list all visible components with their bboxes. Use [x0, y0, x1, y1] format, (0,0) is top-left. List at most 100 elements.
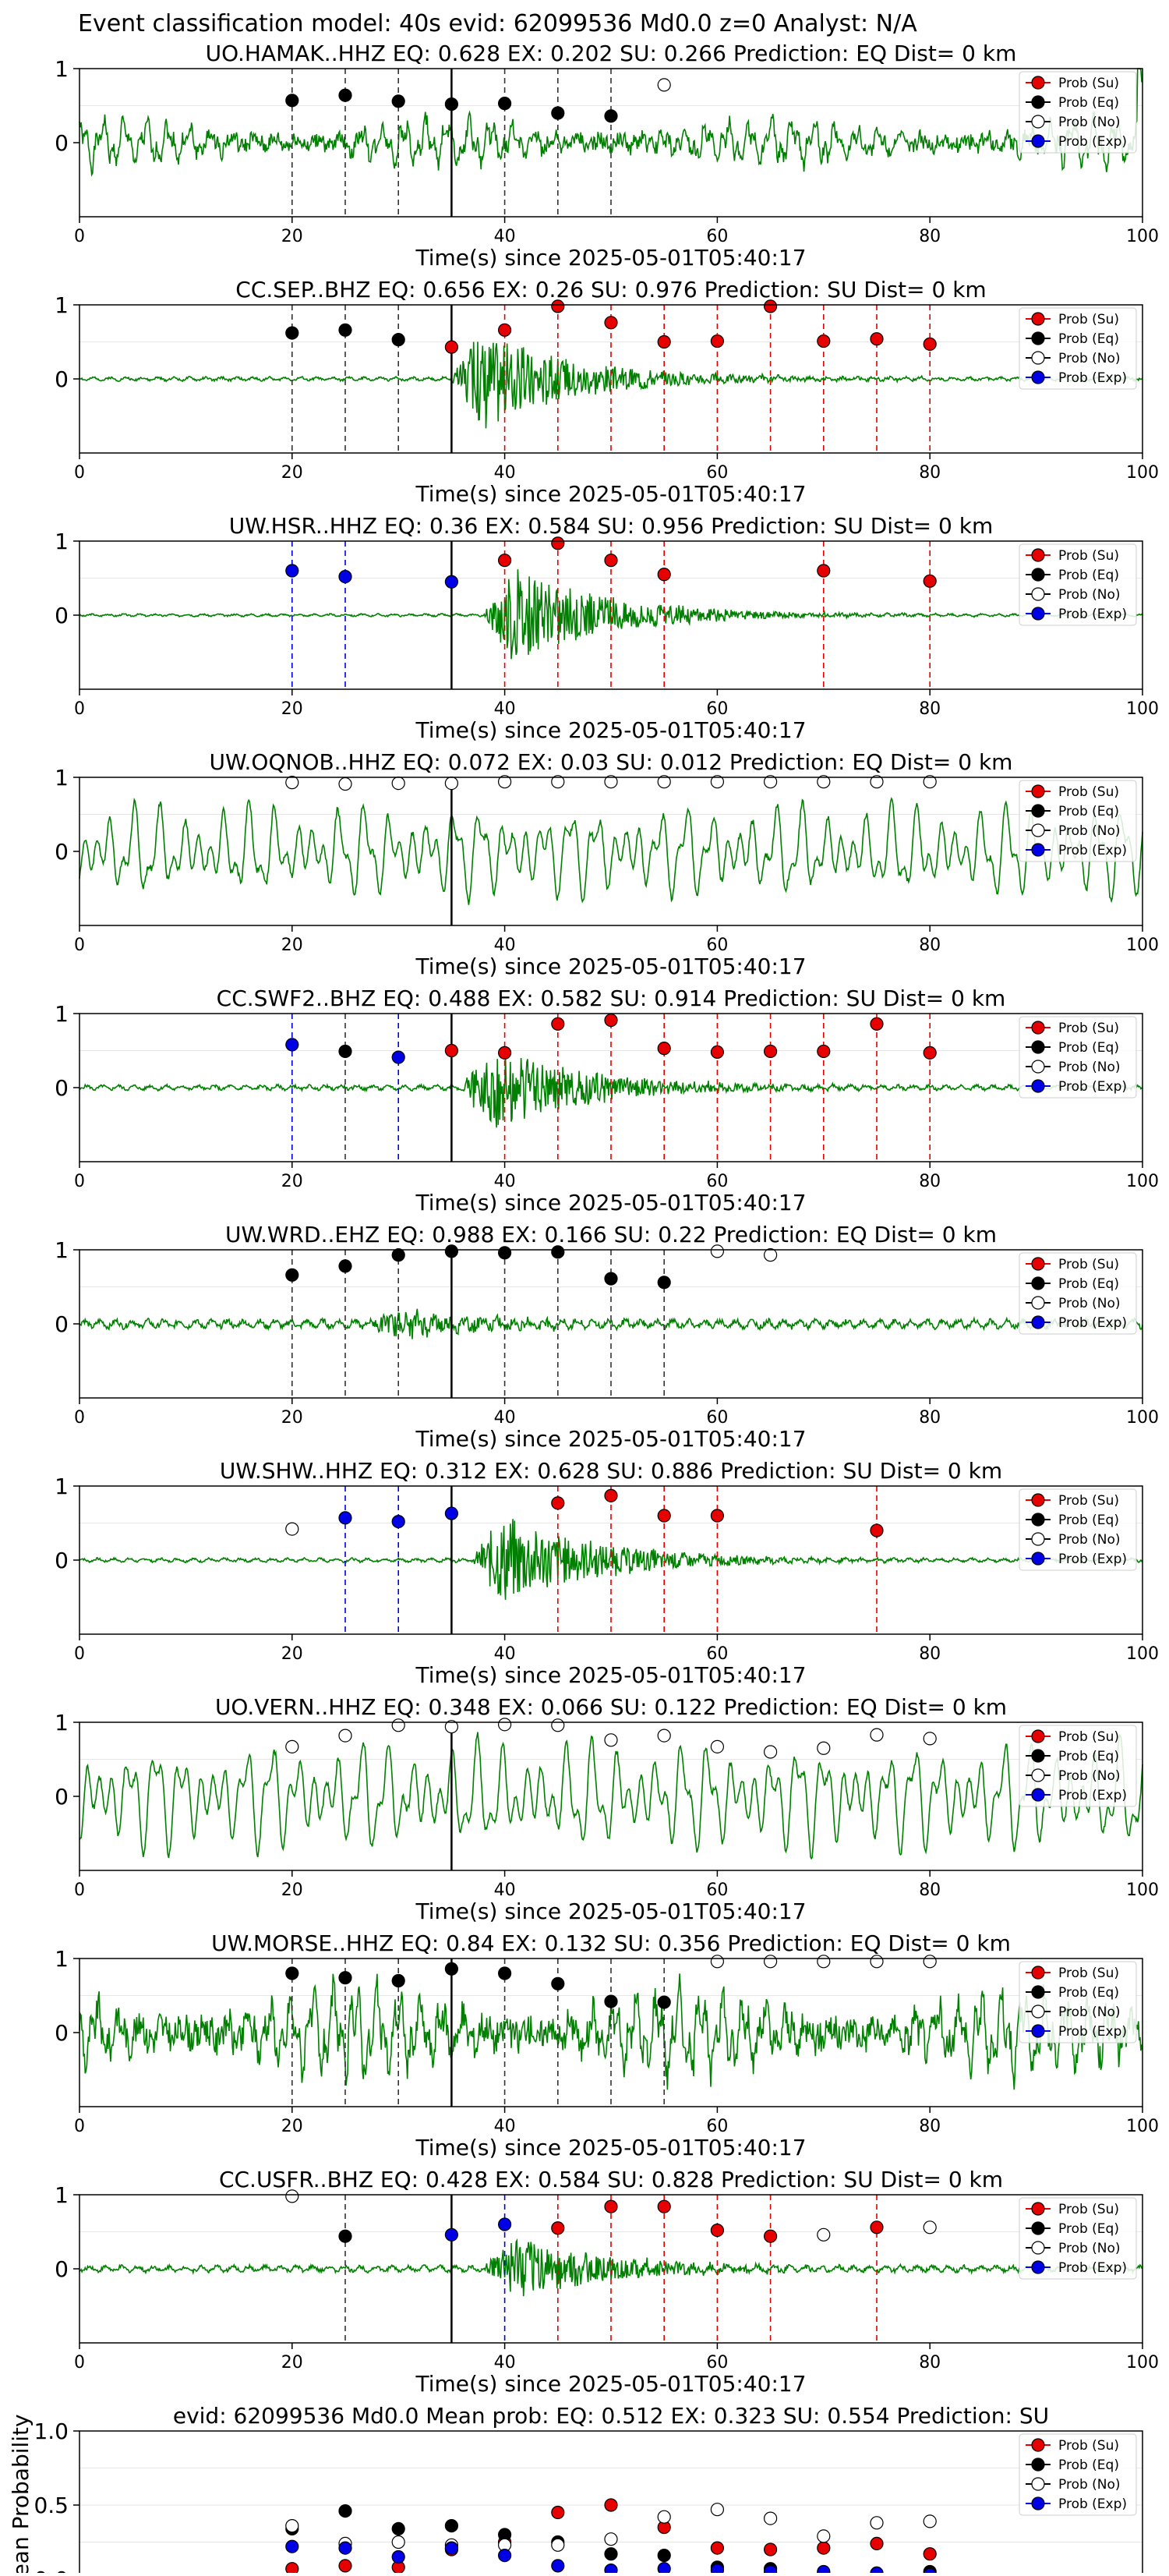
legend-label-no: Prob (No): [1058, 2241, 1121, 2256]
prob-point-su: [923, 1046, 937, 1060]
legend-label-eq: Prob (Eq): [1058, 804, 1119, 819]
prob-point-su: [604, 554, 618, 568]
panel-title: UW.WRD..EHZ EQ: 0.988 EX: 0.166 SU: 0.22…: [225, 1222, 997, 1247]
mean-point-ex: [870, 2566, 884, 2576]
legend-label-eq: Prob (Eq): [1058, 2221, 1119, 2237]
prob-point-su: [551, 1496, 565, 1510]
prob-point-no: [763, 1745, 778, 1759]
legend-label-eq: Prob (Eq): [1058, 1513, 1119, 1528]
prob-point-su: [657, 2199, 671, 2213]
legend-label-eq: Prob (Eq): [1058, 1040, 1119, 1056]
legend-label-ex: Prob (Exp): [1058, 2024, 1127, 2040]
prob-point-su: [710, 334, 725, 349]
prob-point-su: [923, 574, 937, 588]
station-panel-5: CC.SWF2..BHZ EQ: 0.488 EX: 0.582 SU: 0.9…: [55, 985, 1159, 1215]
x-tick-label: 40: [494, 1644, 516, 1664]
prob-point-su: [497, 554, 512, 568]
prob-point-eq: [604, 1994, 618, 2008]
x-tick-label: 80: [919, 2117, 941, 2136]
waveform-trace: [79, 569, 1143, 660]
prob-point-su: [870, 1017, 884, 1031]
mean-point-su: [710, 2541, 725, 2555]
legend-marker-su: [1031, 1257, 1045, 1271]
legend-marker-no: [1031, 2241, 1045, 2255]
mean-point-ex: [391, 2549, 405, 2564]
legend-label-no: Prob (No): [1058, 2005, 1121, 2020]
prob-point-no: [657, 78, 671, 92]
x-tick-label: 0: [74, 1881, 85, 1900]
prob-point-eq: [338, 1971, 352, 1985]
x-axis-label: Time(s) since 2025-05-01T05:40:17: [415, 1426, 806, 1452]
legend-label-ex: Prob (Exp): [1058, 1315, 1127, 1331]
mean-point-no: [551, 2538, 565, 2552]
x-axis-label: Time(s) since 2025-05-01T05:40:17: [415, 1190, 806, 1215]
x-axis-label: Time(s) since 2025-05-01T05:40:17: [415, 1898, 806, 1924]
prob-point-no: [817, 775, 831, 789]
prob-point-su: [817, 334, 831, 349]
legend-label-ex: Prob (Exp): [1058, 843, 1127, 858]
mean-point-eq: [657, 2549, 671, 2563]
legend-marker-no: [1031, 1532, 1045, 1546]
prob-point-no: [710, 1244, 725, 1258]
x-axis-label: Time(s) since 2025-05-01T05:40:17: [415, 1662, 806, 1688]
station-panel-2: CC.SEP..BHZ EQ: 0.656 EX: 0.26 SU: 0.976…: [55, 277, 1159, 507]
legend-marker-ex: [1031, 2260, 1045, 2274]
y-tick-label: 1: [55, 1946, 69, 1972]
legend-label-ex: Prob (Exp): [1058, 607, 1127, 622]
legend-marker-eq: [1031, 1513, 1045, 1527]
prob-point-eq: [551, 106, 565, 120]
prob-point-eq: [391, 333, 405, 347]
prob-point-eq: [391, 94, 405, 108]
x-tick-label: 60: [706, 1408, 728, 1428]
mean-point-su: [338, 2559, 352, 2573]
mean-point-su: [285, 2562, 299, 2576]
x-tick-label: 80: [919, 1644, 941, 1664]
prob-point-su: [817, 1044, 831, 1059]
legend-marker-su: [1031, 2202, 1045, 2216]
waveform-trace: [79, 341, 1143, 429]
prob-point-no: [817, 2227, 831, 2242]
legend-marker-su: [1031, 1966, 1045, 1980]
x-tick-label: 60: [706, 2117, 728, 2136]
x-axis-label: Time(s) since 2025-05-01T05:40:17: [415, 245, 806, 271]
legend-marker-su: [1031, 784, 1045, 798]
mean-point-ex: [444, 2541, 459, 2555]
legend-label-eq: Prob (Eq): [1058, 331, 1119, 347]
x-tick-label: 80: [919, 1172, 941, 1191]
prob-point-ex: [285, 564, 299, 578]
x-tick-label: 0: [74, 936, 85, 955]
x-tick-label: 40: [494, 227, 516, 246]
station-panel-8: UO.VERN..HHZ EQ: 0.348 EX: 0.066 SU: 0.1…: [55, 1694, 1159, 1924]
prob-point-no: [285, 776, 299, 790]
prob-point-ex: [391, 1514, 405, 1529]
x-tick-label: 20: [281, 1644, 303, 1664]
prob-point-no: [710, 1739, 725, 1753]
prob-point-no: [870, 775, 884, 789]
panel-title: CC.SWF2..BHZ EQ: 0.488 EX: 0.582 SU: 0.9…: [217, 985, 1006, 1011]
x-tick-label: 20: [281, 1881, 303, 1900]
x-tick-label: 100: [1126, 699, 1159, 719]
legend-marker-no: [1031, 351, 1045, 365]
prob-point-no: [710, 1955, 725, 1969]
y-tick-label: 1: [55, 292, 69, 318]
prob-point-no: [285, 2189, 299, 2203]
y-tick-label: 1: [55, 2182, 69, 2208]
x-tick-label: 0: [74, 2117, 85, 2136]
prob-point-su: [551, 536, 565, 550]
prob-point-eq: [338, 323, 352, 337]
mean-point-ex: [657, 2562, 671, 2576]
legend-marker-eq: [1031, 2457, 1045, 2472]
prob-point-su: [710, 1509, 725, 1523]
prob-point-su: [604, 316, 618, 330]
panel-title: UW.SHW..HHZ EQ: 0.312 EX: 0.628 SU: 0.88…: [220, 1458, 1002, 1484]
legend-box: [1019, 2433, 1137, 2516]
prob-point-no: [551, 775, 565, 789]
legend-box: [1019, 1961, 1137, 2043]
waveform-trace: [79, 2238, 1143, 2297]
y-tick-label: 0.0: [34, 2567, 69, 2573]
legend-marker-eq: [1031, 2221, 1045, 2235]
legend-label-no: Prob (No): [1058, 1296, 1121, 1311]
x-tick-label: 0: [74, 227, 85, 246]
mean-point-no: [657, 2510, 671, 2524]
y-tick-label: 1: [55, 1001, 69, 1027]
